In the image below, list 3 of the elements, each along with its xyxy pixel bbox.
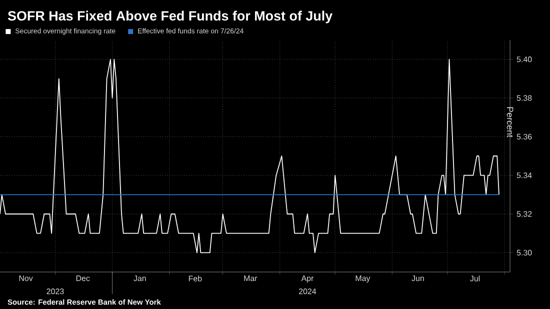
chart-title: SOFR Has Fixed Above Fed Funds for Most of July xyxy=(8,10,333,24)
y-axis-title: Percent xyxy=(506,107,514,138)
line-series xyxy=(0,58,500,254)
